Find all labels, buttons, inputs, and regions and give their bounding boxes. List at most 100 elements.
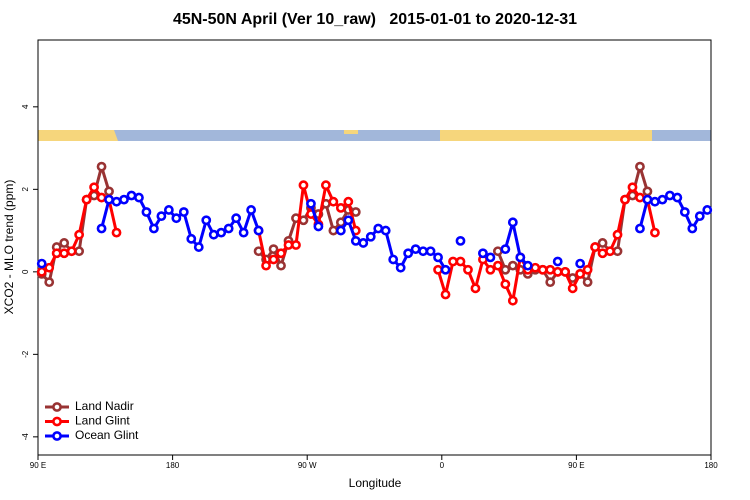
data-point	[448, 256, 458, 267]
data-point	[478, 248, 488, 259]
data-point	[238, 227, 249, 238]
data-point	[463, 264, 473, 275]
data-point	[246, 205, 257, 215]
data-point	[74, 246, 85, 257]
legend-marker	[52, 402, 62, 412]
map-strip	[38, 130, 711, 141]
data-point	[298, 215, 309, 226]
y-tick-label: -4	[21, 433, 30, 441]
data-point	[582, 264, 593, 275]
data-point	[380, 225, 391, 236]
data-point	[500, 244, 511, 255]
data-point	[567, 283, 578, 294]
data-point	[268, 244, 279, 255]
x-axis-label: Longitude	[349, 476, 402, 490]
data-point	[650, 196, 660, 207]
data-point	[111, 196, 122, 207]
data-point	[253, 225, 264, 236]
data-point	[679, 207, 690, 217]
data-point	[59, 238, 70, 248]
data-point	[223, 223, 234, 234]
data-point	[186, 233, 197, 244]
data-point	[627, 182, 638, 193]
legend-label: Land Glint	[75, 414, 130, 428]
data-point	[126, 190, 137, 201]
data-point	[388, 254, 399, 265]
data-point	[149, 223, 159, 234]
data-point	[560, 266, 571, 277]
y-tick-label: 0	[21, 269, 30, 274]
data-point	[298, 180, 309, 191]
data-point	[156, 211, 167, 222]
data-point	[320, 180, 331, 191]
legend-label: Ocean Glint	[75, 428, 139, 442]
data-point	[163, 205, 174, 215]
data-point	[201, 215, 212, 226]
data-point	[96, 192, 107, 203]
data-point	[507, 260, 518, 271]
data-point	[328, 225, 339, 236]
data-point	[455, 235, 466, 246]
data-point	[111, 227, 122, 238]
data-point	[51, 248, 62, 259]
data-point	[276, 248, 286, 259]
data-point	[500, 264, 511, 275]
data-point	[605, 246, 615, 257]
x-tick-label: 90 E	[568, 461, 584, 470]
data-point	[433, 252, 443, 263]
data-point	[119, 194, 129, 205]
x-tick-label: 180	[704, 461, 718, 470]
y-tick-label: 2	[21, 187, 30, 192]
data-point	[642, 186, 653, 197]
data-point	[350, 207, 361, 217]
data-point	[635, 192, 645, 203]
data-point	[418, 246, 429, 257]
data-point	[485, 264, 496, 275]
data-point	[410, 244, 421, 255]
data-point	[66, 246, 77, 257]
data-point	[231, 213, 242, 224]
data-point	[343, 215, 354, 226]
data-point	[44, 277, 55, 288]
data-point	[635, 223, 645, 234]
data-point	[328, 196, 339, 207]
data-point	[500, 279, 511, 290]
data-point	[642, 194, 653, 205]
data-point	[268, 254, 279, 265]
data-point	[612, 246, 623, 257]
data-point	[635, 161, 645, 172]
data-point	[650, 227, 660, 238]
data-point	[36, 266, 47, 277]
data-point	[537, 264, 548, 275]
data-point	[657, 194, 668, 205]
data-point	[612, 229, 623, 240]
data-point	[208, 229, 219, 240]
data-point	[365, 231, 376, 242]
data-point	[134, 192, 144, 203]
legend-marker	[52, 416, 62, 427]
data-point	[590, 242, 600, 252]
data-point	[672, 192, 683, 203]
data-point	[582, 277, 593, 288]
data-point	[141, 207, 152, 217]
data-point	[597, 238, 608, 248]
y-tick-label: 4	[21, 104, 30, 109]
data-point	[507, 295, 518, 306]
data-point	[455, 256, 466, 267]
data-point	[291, 240, 301, 250]
y-tick-label: -2	[21, 350, 30, 358]
data-point	[96, 161, 107, 172]
legend-label: Land Nadir	[75, 399, 134, 413]
data-point	[620, 194, 630, 205]
data-point	[335, 202, 346, 213]
x-tick-label: 0	[440, 461, 445, 470]
legend-marker	[52, 431, 62, 441]
data-point	[702, 205, 713, 215]
data-point	[507, 217, 518, 228]
data-point	[283, 240, 294, 250]
y-axis-label: XCO2 - MLO trend (ppm)	[2, 180, 16, 315]
data-point	[575, 269, 586, 279]
data-point	[492, 260, 503, 271]
data-point	[470, 283, 481, 294]
